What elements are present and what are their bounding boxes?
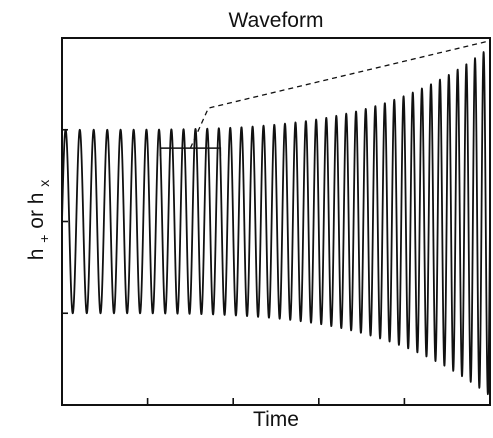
y-axis-label-plus-subscript: + bbox=[36, 235, 52, 243]
y-axis-label-cross-subscript: x bbox=[36, 180, 52, 187]
y-axis-label: h + or h x bbox=[25, 180, 54, 261]
y-axis-label-or: or bbox=[25, 204, 48, 229]
zoom-leader-line bbox=[189, 40, 490, 149]
waveform-series bbox=[61, 51, 491, 396]
y-axis-label-h-plus: h bbox=[25, 249, 48, 261]
tick-group bbox=[62, 128, 406, 405]
x-axis-label: Time bbox=[253, 408, 299, 431]
y-axis-label-h-cross: h bbox=[25, 193, 48, 205]
chart-title: Waveform bbox=[229, 9, 324, 32]
